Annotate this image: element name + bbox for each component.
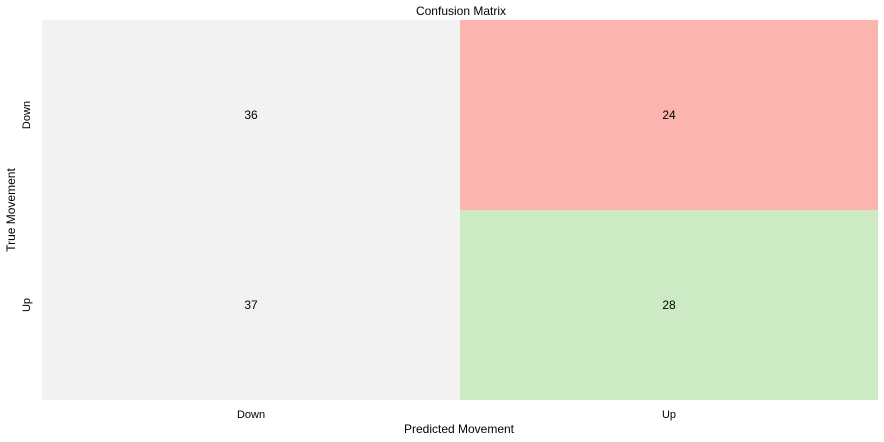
heatmap-cell-up-up <box>460 210 878 400</box>
heatmap-cell-up-down <box>42 210 460 400</box>
cell-value-label: 37 <box>244 298 258 312</box>
heatmap-cells: 36 24 37 28 <box>42 20 878 400</box>
x-tick-label: Up <box>662 409 676 421</box>
y-axis-label: True Movement <box>4 168 18 252</box>
cell-value-label: 28 <box>662 298 676 312</box>
x-tick-labels: Down Up <box>237 409 676 421</box>
y-tick-label: Up <box>21 298 33 312</box>
x-axis-label: Predicted Movement <box>404 422 515 436</box>
y-tick-label: Down <box>21 101 33 129</box>
cell-value-label: 24 <box>662 108 676 122</box>
heatmap-cell-down-down <box>42 20 460 210</box>
x-tick-label: Down <box>237 409 265 421</box>
y-tick-labels: Down Up <box>21 101 33 312</box>
cell-value-label: 36 <box>244 108 258 122</box>
chart-title: Confusion Matrix <box>416 4 506 18</box>
heatmap-cell-down-up <box>460 20 878 210</box>
